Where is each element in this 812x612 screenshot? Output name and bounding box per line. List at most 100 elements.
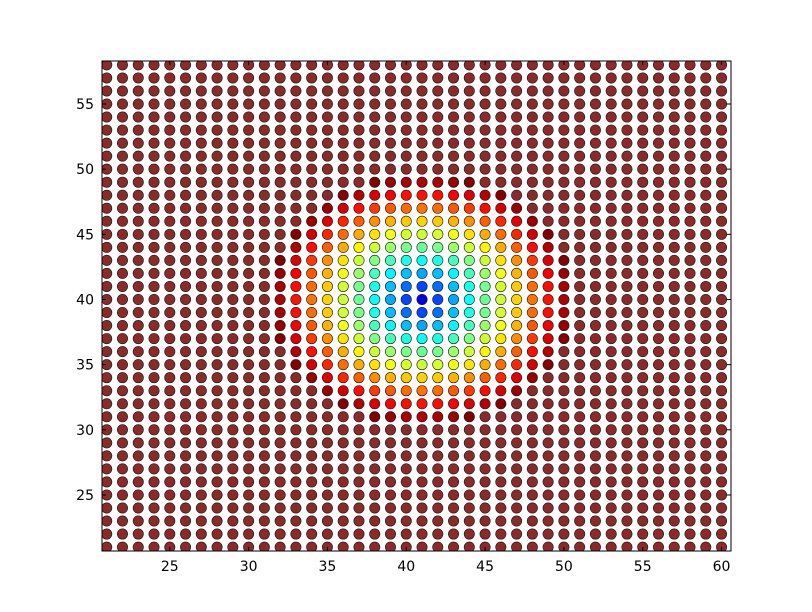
scatter-point <box>369 111 381 123</box>
scatter-point <box>652 528 664 540</box>
scatter-point <box>526 476 538 488</box>
scatter-point <box>400 411 412 423</box>
scatter-point <box>416 228 428 240</box>
scatter-point <box>102 176 113 188</box>
scatter-point <box>432 254 444 266</box>
scatter-point <box>211 150 223 162</box>
scatter-point <box>148 424 160 436</box>
scatter-point <box>164 72 176 84</box>
scatter-point <box>116 372 128 384</box>
scatter-point <box>558 307 570 319</box>
scatter-point <box>589 202 601 214</box>
scatter-point <box>148 163 160 175</box>
scatter-point <box>526 307 538 319</box>
scatter-point <box>353 228 365 240</box>
scatter-point <box>574 489 586 501</box>
scatter-point <box>495 307 507 319</box>
scatter-point <box>542 450 554 462</box>
scatter-point <box>164 476 176 488</box>
scatter-point <box>337 437 349 449</box>
scatter-point <box>432 489 444 501</box>
scatter-point <box>195 137 207 149</box>
scatter-point <box>652 254 664 266</box>
scatter-point <box>211 280 223 292</box>
scatter-point <box>180 228 192 240</box>
scatter-point <box>353 98 365 110</box>
scatter-point <box>589 320 601 332</box>
scatter-point <box>684 307 696 319</box>
scatter-point <box>195 502 207 514</box>
scatter-point <box>337 411 349 423</box>
scatter-point <box>132 489 144 501</box>
scatter-point <box>479 124 491 136</box>
scatter-point <box>306 111 318 123</box>
scatter-point <box>132 385 144 397</box>
scatter-point <box>589 385 601 397</box>
scatter-point <box>211 463 223 475</box>
scatter-point <box>668 528 680 540</box>
scatter-point <box>195 450 207 462</box>
scatter-point <box>574 424 586 436</box>
scatter-point <box>400 450 412 462</box>
scatter-point <box>416 163 428 175</box>
scatter-point <box>684 280 696 292</box>
scatter-point <box>479 437 491 449</box>
scatter-point <box>526 137 538 149</box>
scatter-point <box>148 267 160 279</box>
scatter-point <box>621 398 633 410</box>
scatter-point <box>621 424 633 436</box>
scatter-point <box>574 372 586 384</box>
scatter-point <box>369 476 381 488</box>
scatter-point <box>180 450 192 462</box>
scatter-point <box>574 411 586 423</box>
scatter-point <box>274 61 286 71</box>
scatter-point <box>542 137 554 149</box>
scatter-point <box>526 450 538 462</box>
scatter-point <box>211 385 223 397</box>
scatter-point <box>416 85 428 97</box>
scatter-point <box>589 61 601 71</box>
scatter-point <box>102 385 113 397</box>
scatter-point <box>448 515 460 527</box>
scatter-point <box>337 489 349 501</box>
scatter-point <box>337 241 349 253</box>
scatter-point <box>148 241 160 253</box>
scatter-point <box>384 346 396 358</box>
scatter-point <box>258 176 270 188</box>
scatter-point <box>102 137 113 149</box>
scatter-point <box>700 398 712 410</box>
scatter-point <box>258 150 270 162</box>
scatter-point <box>511 463 523 475</box>
scatter-point <box>274 72 286 84</box>
scatter-point <box>274 189 286 201</box>
scatter-point <box>637 346 649 358</box>
scatter-point <box>290 411 302 423</box>
scatter-point <box>605 359 617 371</box>
scatter-point <box>132 72 144 84</box>
scatter-point <box>542 202 554 214</box>
scatter-point <box>621 163 633 175</box>
scatter-point <box>605 293 617 305</box>
scatter-point <box>684 150 696 162</box>
scatter-point <box>463 450 475 462</box>
scatter-point <box>668 489 680 501</box>
scatter-point <box>668 307 680 319</box>
scatter-point <box>637 85 649 97</box>
scatter-point <box>605 280 617 292</box>
scatter-point <box>526 528 538 540</box>
scatter-point <box>668 215 680 227</box>
scatter-point <box>589 98 601 110</box>
scatter-point <box>306 137 318 149</box>
scatter-point <box>463 267 475 279</box>
scatter-point <box>321 346 333 358</box>
scatter-point <box>652 111 664 123</box>
scatter-point <box>243 111 255 123</box>
scatter-point <box>479 385 491 397</box>
scatter-point <box>495 267 507 279</box>
scatter-point <box>321 450 333 462</box>
scatter-point <box>132 111 144 123</box>
scatter-point <box>353 359 365 371</box>
scatter-point <box>621 189 633 201</box>
scatter-point <box>274 150 286 162</box>
scatter-point <box>243 424 255 436</box>
